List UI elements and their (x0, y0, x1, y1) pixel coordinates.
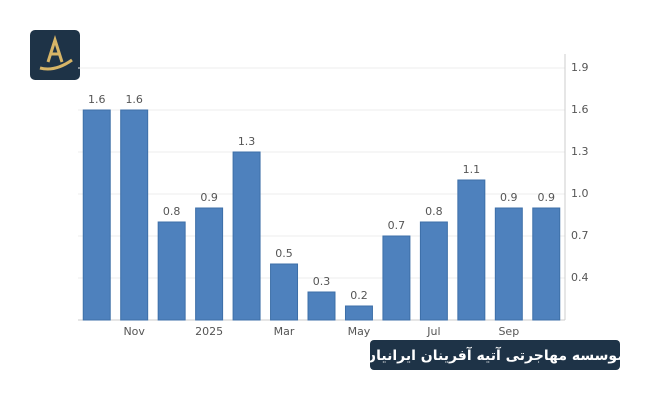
y-tick-label: 0.4 (571, 271, 589, 284)
bar (307, 291, 336, 321)
data-label: 1.3 (238, 135, 256, 148)
y-tick-label: 1.3 (571, 145, 589, 158)
data-label: 0.7 (388, 219, 406, 232)
y-tick-label: 1.9 (571, 61, 589, 74)
bar (120, 109, 149, 321)
y-tick-label: 1.0 (571, 187, 589, 200)
bar (382, 235, 411, 321)
bar (344, 305, 373, 321)
x-tick-label: Jul (426, 325, 440, 338)
data-label: 1.6 (125, 93, 143, 106)
logo-mark (39, 35, 73, 71)
data-label: 0.3 (313, 275, 331, 288)
logo (30, 30, 80, 80)
y-tick-label: 1.6 (571, 103, 589, 116)
data-label: 1.1 (463, 163, 481, 176)
data-label: 0.2 (350, 289, 368, 302)
bar (457, 179, 486, 321)
x-tick-label: Sep (498, 325, 519, 338)
bar (419, 221, 448, 321)
bar (270, 263, 299, 321)
x-tick-label: May (348, 325, 371, 338)
bar (195, 207, 224, 321)
bar (232, 151, 261, 321)
data-label: 1.6 (88, 93, 106, 106)
banner-text: موسسه مهاجرتی آتیه آفرینان ایرانیان (364, 346, 626, 364)
y-tick-label: 0.7 (571, 229, 589, 242)
banner-box (370, 340, 620, 370)
x-tick-label: Nov (123, 325, 145, 338)
data-label: 0.9 (200, 191, 218, 204)
bar (494, 207, 523, 321)
data-label: 0.9 (538, 191, 556, 204)
data-label: 0.5 (275, 247, 293, 260)
data-label: 0.8 (163, 205, 181, 218)
data-label: 0.9 (500, 191, 518, 204)
bar (157, 221, 186, 321)
bar (532, 207, 561, 321)
x-tick-label: 2025 (195, 325, 223, 338)
data-label: 0.8 (425, 205, 443, 218)
bar (82, 109, 111, 321)
x-tick-label: Mar (274, 325, 295, 338)
